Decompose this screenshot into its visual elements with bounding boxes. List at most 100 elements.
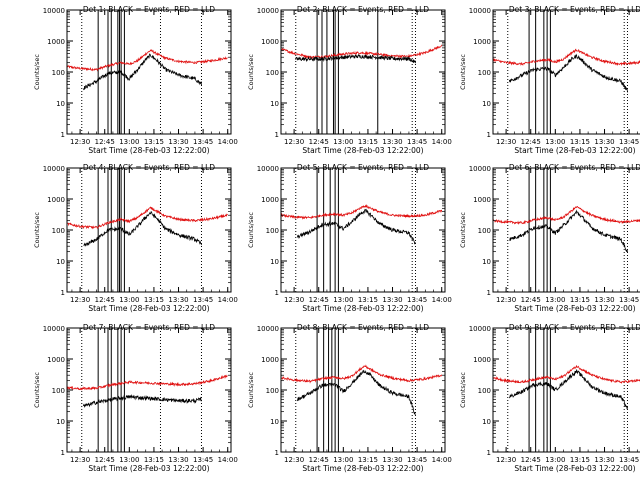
- events-rate-line: [83, 393, 202, 409]
- y-tick-label: 100: [52, 69, 65, 77]
- y-tick-label: 1000: [47, 196, 65, 204]
- x-tick-label: 13:00: [119, 296, 139, 304]
- x-tick-label: 13:00: [545, 138, 565, 146]
- y-axis-label: Counts/sec: [33, 372, 41, 408]
- x-axis-label: Start Time (28-Feb-03 12:22:00): [302, 464, 423, 473]
- y-tick-label: 10: [56, 418, 65, 426]
- x-tick-label: 13:30: [168, 138, 188, 146]
- y-tick-label: 100: [478, 227, 491, 235]
- events-rate-line: [83, 211, 202, 247]
- x-tick-label: 12:45: [309, 296, 329, 304]
- y-tick-label: 100: [478, 387, 491, 395]
- x-tick-label: 13:30: [594, 456, 614, 464]
- plot-frame: [280, 167, 446, 293]
- lld-rate-line: [67, 374, 228, 391]
- x-tick-label: 12:30: [496, 138, 516, 146]
- x-tick-label: 12:30: [284, 138, 304, 146]
- y-tick-label: 10: [270, 418, 279, 426]
- x-tick-label: 13:45: [619, 138, 639, 146]
- lld-rate-line: [67, 206, 228, 230]
- y-tick-label: 1: [487, 131, 491, 139]
- y-tick-label: 10: [482, 100, 491, 108]
- lld-rate-line: [67, 49, 228, 72]
- y-tick-label: 10: [56, 258, 65, 266]
- y-tick-label: 1: [487, 449, 491, 457]
- x-tick-label: 13:00: [119, 138, 139, 146]
- y-tick-label: 1: [61, 449, 65, 457]
- x-tick-label: 13:15: [358, 138, 378, 146]
- x-tick-label: 13:00: [333, 296, 353, 304]
- x-axis-label: Start Time (28-Feb-03 12:22:00): [302, 304, 423, 313]
- y-tick-label: 10000: [43, 165, 65, 173]
- panel-det-9: 1 10 100 1000 10000 12:30 12:45 13:00 13:15 13:30…: [459, 323, 640, 473]
- y-tick-label: 1000: [473, 38, 491, 46]
- y-tick-label: 1: [487, 289, 491, 297]
- x-tick-label: 13:30: [382, 296, 402, 304]
- y-tick-label: 100: [52, 227, 65, 235]
- x-tick-label: 13:45: [619, 456, 639, 464]
- x-tick-label: 12:45: [521, 138, 541, 146]
- lld-rate-line: [493, 48, 640, 67]
- x-tick-label: 14:00: [432, 296, 452, 304]
- x-axis-label: Start Time (28-Feb-03 12:22:00): [514, 304, 635, 313]
- y-tick-label: 1000: [47, 38, 65, 46]
- y-tick-label: 1: [275, 449, 279, 457]
- y-tick-label: 1: [61, 289, 65, 297]
- x-axis-label: Start Time (28-Feb-03 12:22:00): [88, 304, 209, 313]
- y-tick-label: 1000: [47, 356, 65, 364]
- x-tick-label: 13:30: [594, 296, 614, 304]
- x-tick-label: 12:30: [70, 456, 90, 464]
- x-tick-label: 12:45: [521, 296, 541, 304]
- x-tick-label: 13:15: [144, 456, 164, 464]
- x-tick-label: 13:00: [119, 456, 139, 464]
- x-tick-label: 13:15: [144, 138, 164, 146]
- y-tick-label: 1000: [261, 196, 279, 204]
- x-tick-label: 12:45: [95, 138, 115, 146]
- x-tick-label: 14:00: [432, 138, 452, 146]
- panel-title: Det 1: BLACK = Events, RED = LLD: [83, 5, 215, 14]
- panel-title: Det 3: BLACK = Events, RED = LLD: [509, 5, 640, 14]
- y-tick-label: 1: [275, 131, 279, 139]
- y-axis-label: Counts/sec: [247, 212, 255, 248]
- x-tick-label: 13:45: [193, 138, 213, 146]
- x-tick-label: 12:30: [70, 138, 90, 146]
- x-axis-label: Start Time (28-Feb-03 12:22:00): [88, 146, 209, 155]
- y-tick-label: 100: [266, 227, 279, 235]
- x-tick-label: 12:30: [496, 296, 516, 304]
- events-rate-line: [295, 54, 416, 64]
- panel-title: Det 7: BLACK = Events, RED = LLD: [83, 323, 215, 332]
- y-tick-label: 100: [266, 387, 279, 395]
- x-tick-label: 13:45: [619, 296, 639, 304]
- panel-det-2: 1 10 100 1000 10000 12:30 12:45 13:00 13:15 13:30…: [247, 5, 452, 155]
- y-tick-label: 1000: [473, 196, 491, 204]
- x-tick-label: 14:00: [218, 456, 238, 464]
- y-tick-label: 10000: [257, 165, 279, 173]
- y-tick-label: 10: [270, 100, 279, 108]
- x-tick-label: 13:15: [144, 296, 164, 304]
- x-tick-label: 12:30: [496, 456, 516, 464]
- y-tick-label: 1000: [473, 356, 491, 364]
- y-axis-label: Counts/sec: [247, 372, 255, 408]
- panel-det-4: 1 10 100 1000 10000 12:30 12:45 13:00 13:15 13:30…: [33, 163, 238, 313]
- panel-det-7: 1 10 100 1000 10000 12:30 12:45 13:00 13:15 13:30…: [33, 323, 238, 473]
- panel-det-6: 1 10 100 1000 10000 12:30 12:45 13:00 13:15 13:30…: [459, 163, 640, 313]
- x-tick-label: 13:45: [193, 456, 213, 464]
- panel-det-8: 1 10 100 1000 10000 12:30 12:45 13:00 13:15 13:30…: [247, 323, 452, 473]
- x-tick-label: 12:45: [95, 296, 115, 304]
- x-tick-label: 12:45: [309, 456, 329, 464]
- x-tick-label: 13:45: [407, 138, 427, 146]
- plot-frame: [66, 167, 232, 293]
- y-tick-label: 10: [270, 258, 279, 266]
- x-tick-label: 13:15: [570, 456, 590, 464]
- events-rate-line: [83, 53, 202, 91]
- lld-rate-line: [493, 206, 640, 225]
- y-tick-label: 100: [478, 69, 491, 77]
- plot-frame: [280, 9, 446, 135]
- y-tick-label: 10000: [43, 7, 65, 15]
- events-rate-line: [509, 53, 628, 93]
- panel-title: Det 6: BLACK = Events, RED = LLD: [509, 163, 640, 172]
- x-tick-label: 12:45: [95, 456, 115, 464]
- plot-frame: [492, 167, 640, 293]
- panel-title: Det 2: BLACK = Events, RED = LLD: [297, 5, 429, 14]
